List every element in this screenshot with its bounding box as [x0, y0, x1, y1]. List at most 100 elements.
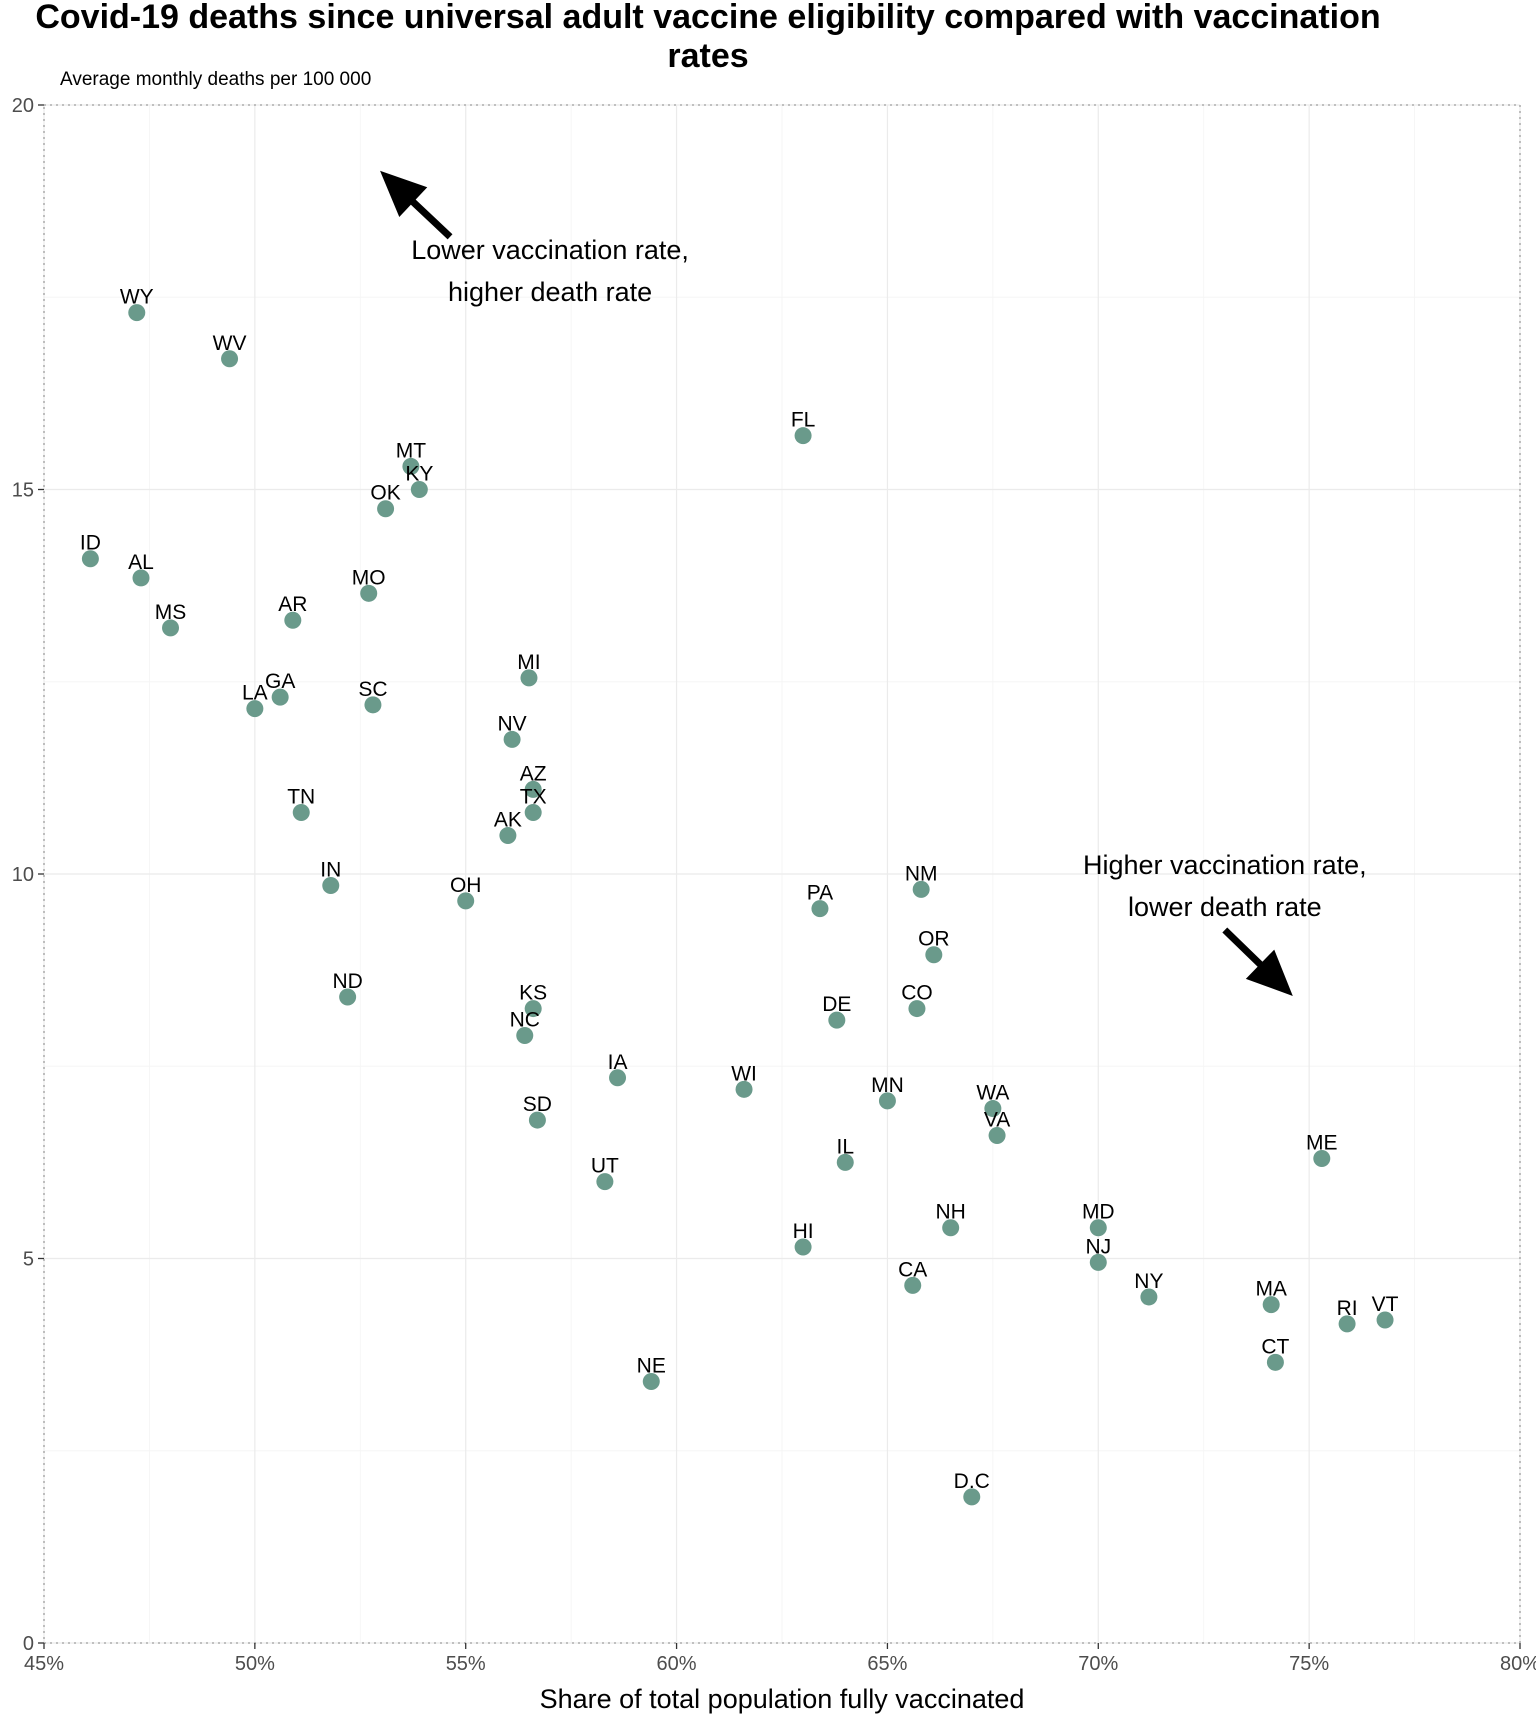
y-tick-label: 20 [12, 95, 34, 117]
point-label: TX [520, 785, 547, 808]
x-tick-label: 75% [1289, 1653, 1329, 1675]
point-label: DE [822, 993, 851, 1016]
data-point [1313, 1150, 1331, 1168]
data-point [596, 1173, 614, 1191]
data-point [322, 877, 340, 895]
data-point [284, 611, 302, 629]
data-point [984, 1100, 1002, 1118]
x-tick-label: 60% [657, 1653, 697, 1675]
point-label: FL [791, 409, 816, 432]
data-point [528, 1111, 546, 1129]
point-label: NM [905, 862, 938, 885]
point-label: LA [242, 682, 268, 705]
point-label: OK [370, 482, 400, 505]
point-label: TN [287, 785, 315, 808]
data-point [1266, 1353, 1284, 1371]
arrow-shaft [1222, 927, 1269, 973]
point-label: NE [637, 1355, 666, 1378]
x-tick-label: 45% [24, 1653, 64, 1675]
data-point [642, 1373, 660, 1391]
data-point [128, 304, 146, 322]
point-label: NV [498, 712, 527, 735]
annotation-text: lower death rate [1128, 892, 1322, 922]
point-label: PA [807, 882, 833, 905]
point-label: KS [519, 982, 547, 1005]
point-label: AZ [520, 762, 547, 785]
data-point [908, 1000, 926, 1018]
point-label: HI [793, 1220, 814, 1243]
arrow-head [1245, 949, 1293, 996]
data-point [963, 1488, 981, 1506]
axes: 45% 50% 55% 60% 65% 70% 75% 80% 0 5 10 15 20 [12, 95, 1536, 1675]
x-tick-label: 80% [1500, 1653, 1536, 1675]
y-tick-label: 10 [12, 864, 34, 886]
point-label: CA [898, 1258, 927, 1281]
data-point [1338, 1315, 1356, 1333]
point-label: CO [901, 982, 933, 1005]
arrow-head [380, 170, 428, 217]
annotation-arrow [1222, 927, 1293, 996]
point-label: NC [510, 1008, 540, 1031]
data-point [364, 696, 382, 714]
annotations: Lower vaccination rate, higher death rate… [380, 170, 1367, 996]
x-tick-label: 50% [235, 1653, 275, 1675]
point-label: GA [265, 670, 295, 693]
data-point [794, 427, 812, 445]
annotation-text: Lower vaccination rate, [411, 235, 689, 265]
point-label: WY [120, 286, 154, 309]
chart-title-line-2: rates [667, 37, 748, 75]
grid [43, 104, 1521, 1644]
data-point [402, 457, 420, 475]
data-point [520, 669, 538, 687]
data-point [1376, 1311, 1394, 1329]
point-label: SC [358, 678, 387, 701]
data-point [1089, 1253, 1107, 1271]
chart-title-line-1: Covid-19 deaths since universal adult va… [35, 0, 1380, 36]
point-label: MA [1255, 1278, 1287, 1301]
data-point [904, 1276, 922, 1294]
data-point [360, 584, 378, 602]
data-point [912, 880, 930, 898]
point-label: CT [1261, 1335, 1289, 1358]
data-point [292, 803, 310, 821]
y-tick-label: 0 [23, 1633, 34, 1655]
point-label: NY [1134, 1270, 1163, 1293]
data-point [878, 1092, 896, 1110]
point-label: AR [278, 593, 307, 616]
data-point [271, 688, 289, 706]
data-point [516, 1026, 534, 1044]
point-label: MI [517, 651, 540, 674]
x-axis-title: Share of total population fully vaccinat… [540, 1684, 1025, 1714]
data-point [246, 700, 264, 718]
point-label: VT [1372, 1293, 1399, 1316]
y-tick-label: 5 [23, 1249, 34, 1271]
point-label: RI [1337, 1297, 1358, 1320]
point-label: SD [523, 1093, 552, 1116]
point-label: NH [936, 1201, 966, 1224]
data-point [925, 946, 943, 964]
data-point [410, 481, 428, 498]
point-label: UT [591, 1155, 619, 1178]
data-point [794, 1238, 812, 1256]
data-point [524, 780, 542, 798]
point-label: MN [871, 1074, 904, 1097]
data-point [811, 900, 829, 918]
point-label: WI [731, 1062, 757, 1085]
point-label: OH [450, 874, 482, 897]
data-point [828, 1011, 846, 1029]
data-point [524, 1000, 542, 1018]
point-label: MT [396, 439, 426, 462]
x-tick-label: 65% [867, 1653, 907, 1675]
data-point [503, 730, 521, 748]
point-label: VA [984, 1108, 1010, 1131]
data-point [1089, 1219, 1107, 1237]
data-point [339, 988, 357, 1006]
data-point [499, 827, 517, 845]
point-label: WV [213, 332, 247, 355]
point-label: AL [128, 551, 154, 574]
point-label: IL [836, 1135, 854, 1158]
data-point [988, 1126, 1006, 1144]
point-label: AK [494, 809, 522, 832]
